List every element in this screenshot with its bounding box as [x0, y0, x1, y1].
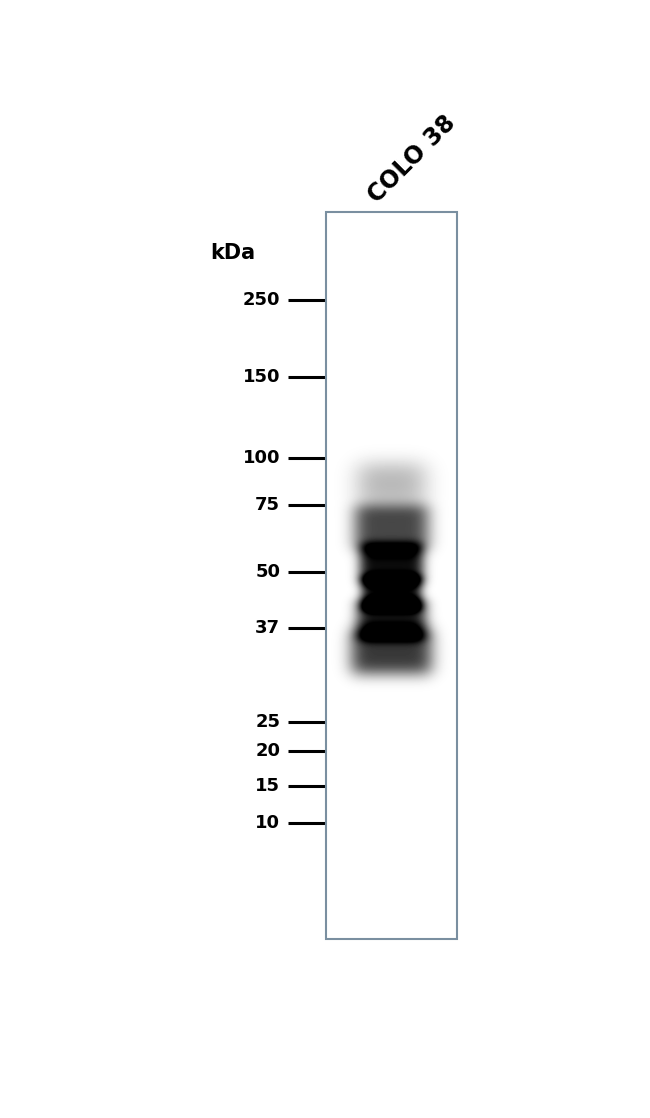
Text: 37: 37: [255, 618, 280, 637]
Text: COLO 38: COLO 38: [363, 111, 460, 207]
Bar: [326, 211, 456, 939]
Text: 20: 20: [255, 742, 280, 760]
Text: 10: 10: [255, 814, 280, 832]
Text: 75: 75: [255, 495, 280, 514]
Text: 150: 150: [242, 369, 280, 387]
Text: 100: 100: [242, 448, 280, 466]
Text: kDa: kDa: [210, 243, 255, 263]
Text: 50: 50: [255, 562, 280, 580]
Text: 15: 15: [255, 777, 280, 795]
Text: 250: 250: [242, 292, 280, 310]
Bar: [326, 211, 456, 939]
Text: 25: 25: [255, 713, 280, 731]
